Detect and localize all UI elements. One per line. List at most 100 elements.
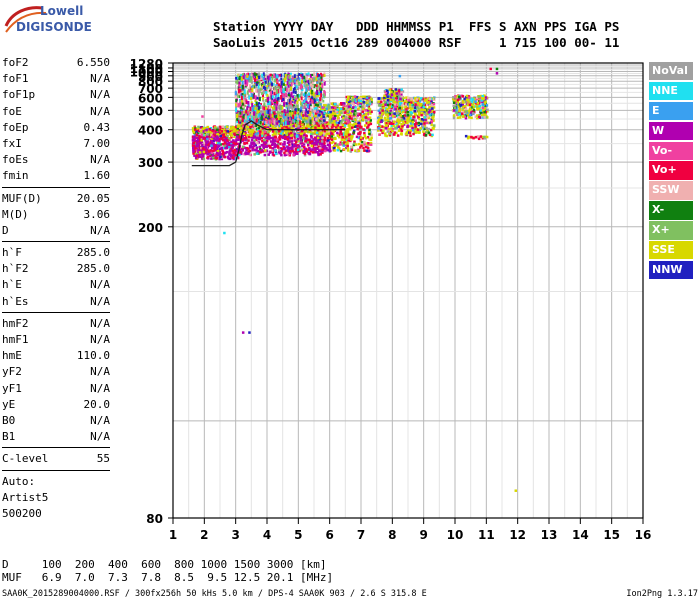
param-value: N/A <box>90 223 110 237</box>
echo-point <box>406 129 410 132</box>
echo-point <box>352 131 356 134</box>
echo-point <box>405 100 409 103</box>
echo-point <box>381 125 384 128</box>
echo-point <box>206 155 210 159</box>
echo-point <box>358 132 362 136</box>
echo-point <box>326 136 329 140</box>
echo-point <box>271 140 274 144</box>
echo-point <box>255 82 258 87</box>
echo-point <box>411 126 414 130</box>
echo-point <box>377 119 380 123</box>
echo-point <box>280 78 283 82</box>
echo-point <box>381 119 385 122</box>
echo-point <box>219 134 222 138</box>
echo-point <box>406 118 409 122</box>
echo-point <box>248 134 251 137</box>
echo-point <box>319 103 322 106</box>
echo-point <box>347 133 351 137</box>
echo-point <box>240 109 243 113</box>
echo-point <box>343 109 346 113</box>
echo-point <box>303 152 307 155</box>
echo-point <box>299 125 302 128</box>
echo-point <box>313 107 316 110</box>
echo-point <box>206 137 209 140</box>
echo-point <box>313 142 317 145</box>
echo-point <box>214 145 217 148</box>
echo-point <box>226 125 229 128</box>
echo-point <box>287 116 290 120</box>
echo-point <box>204 149 208 152</box>
echo-point <box>268 127 271 131</box>
echo-point <box>240 111 243 117</box>
echo-point <box>425 99 429 103</box>
parameter-panel: foF2 6.550 foF1 N/A foF1p N/A foE N/A foEp 0.43 fx… <box>2 55 110 522</box>
x-tick-label: 9 <box>419 528 427 542</box>
echo-point <box>248 120 251 126</box>
echo-point <box>389 130 392 134</box>
echo-point <box>368 110 371 113</box>
echo-point <box>238 119 241 124</box>
echo-point <box>354 112 358 115</box>
echo-point <box>316 140 319 144</box>
echo-point <box>270 105 273 108</box>
echo-point <box>411 120 415 124</box>
echo-point <box>377 116 380 120</box>
echo-point <box>331 127 335 131</box>
echo-point <box>224 142 228 146</box>
echo-point <box>378 124 382 128</box>
echo-point <box>294 108 297 112</box>
echo-point <box>367 149 370 153</box>
y-tick-label: 300 <box>138 156 163 170</box>
echo-point <box>432 113 435 117</box>
echo-point <box>408 125 411 128</box>
echo-point <box>316 136 320 140</box>
param-value: N/A <box>90 294 110 308</box>
echo-point <box>358 117 362 120</box>
echo-point <box>360 144 363 148</box>
echo-point <box>276 75 279 78</box>
echo-point <box>365 121 368 125</box>
echo-point <box>265 107 268 110</box>
echo-point <box>359 146 362 149</box>
echo-point <box>273 92 276 96</box>
echo-point <box>314 103 318 106</box>
echo-point <box>405 107 408 110</box>
echo-point <box>241 145 245 149</box>
echo-point <box>288 140 291 144</box>
echo-point <box>242 116 245 119</box>
echo-point <box>319 119 322 122</box>
echo-point <box>194 156 198 160</box>
echo-point <box>204 139 207 142</box>
echo-point <box>264 113 267 117</box>
echo-point <box>316 147 319 150</box>
echo-point <box>405 131 409 134</box>
echo-point <box>274 78 277 83</box>
echo-point <box>193 150 197 153</box>
echo-point <box>268 129 271 133</box>
echo-point <box>401 110 405 114</box>
echo-point <box>229 132 232 135</box>
echo-point <box>258 135 262 138</box>
echo-point <box>216 128 219 131</box>
echo-point <box>299 116 303 119</box>
y-tick-label: 80 <box>146 512 163 526</box>
echo-point <box>295 135 298 138</box>
echo-point <box>366 136 370 139</box>
echo-point <box>331 126 334 129</box>
echo-point <box>421 97 424 100</box>
echo-point <box>331 119 335 123</box>
echo-point <box>255 146 259 149</box>
echo-point <box>329 149 332 153</box>
echo-point <box>334 103 337 106</box>
echo-point <box>268 107 271 112</box>
echo-point <box>340 109 343 112</box>
echo-point <box>276 140 279 143</box>
echo-point <box>295 123 298 127</box>
echo-point <box>338 108 341 111</box>
echo-point <box>361 140 364 144</box>
echo-point <box>369 122 373 126</box>
echo-point <box>274 152 278 156</box>
echo-point <box>322 115 325 118</box>
echo-point <box>277 85 280 89</box>
echo-point <box>196 132 200 135</box>
